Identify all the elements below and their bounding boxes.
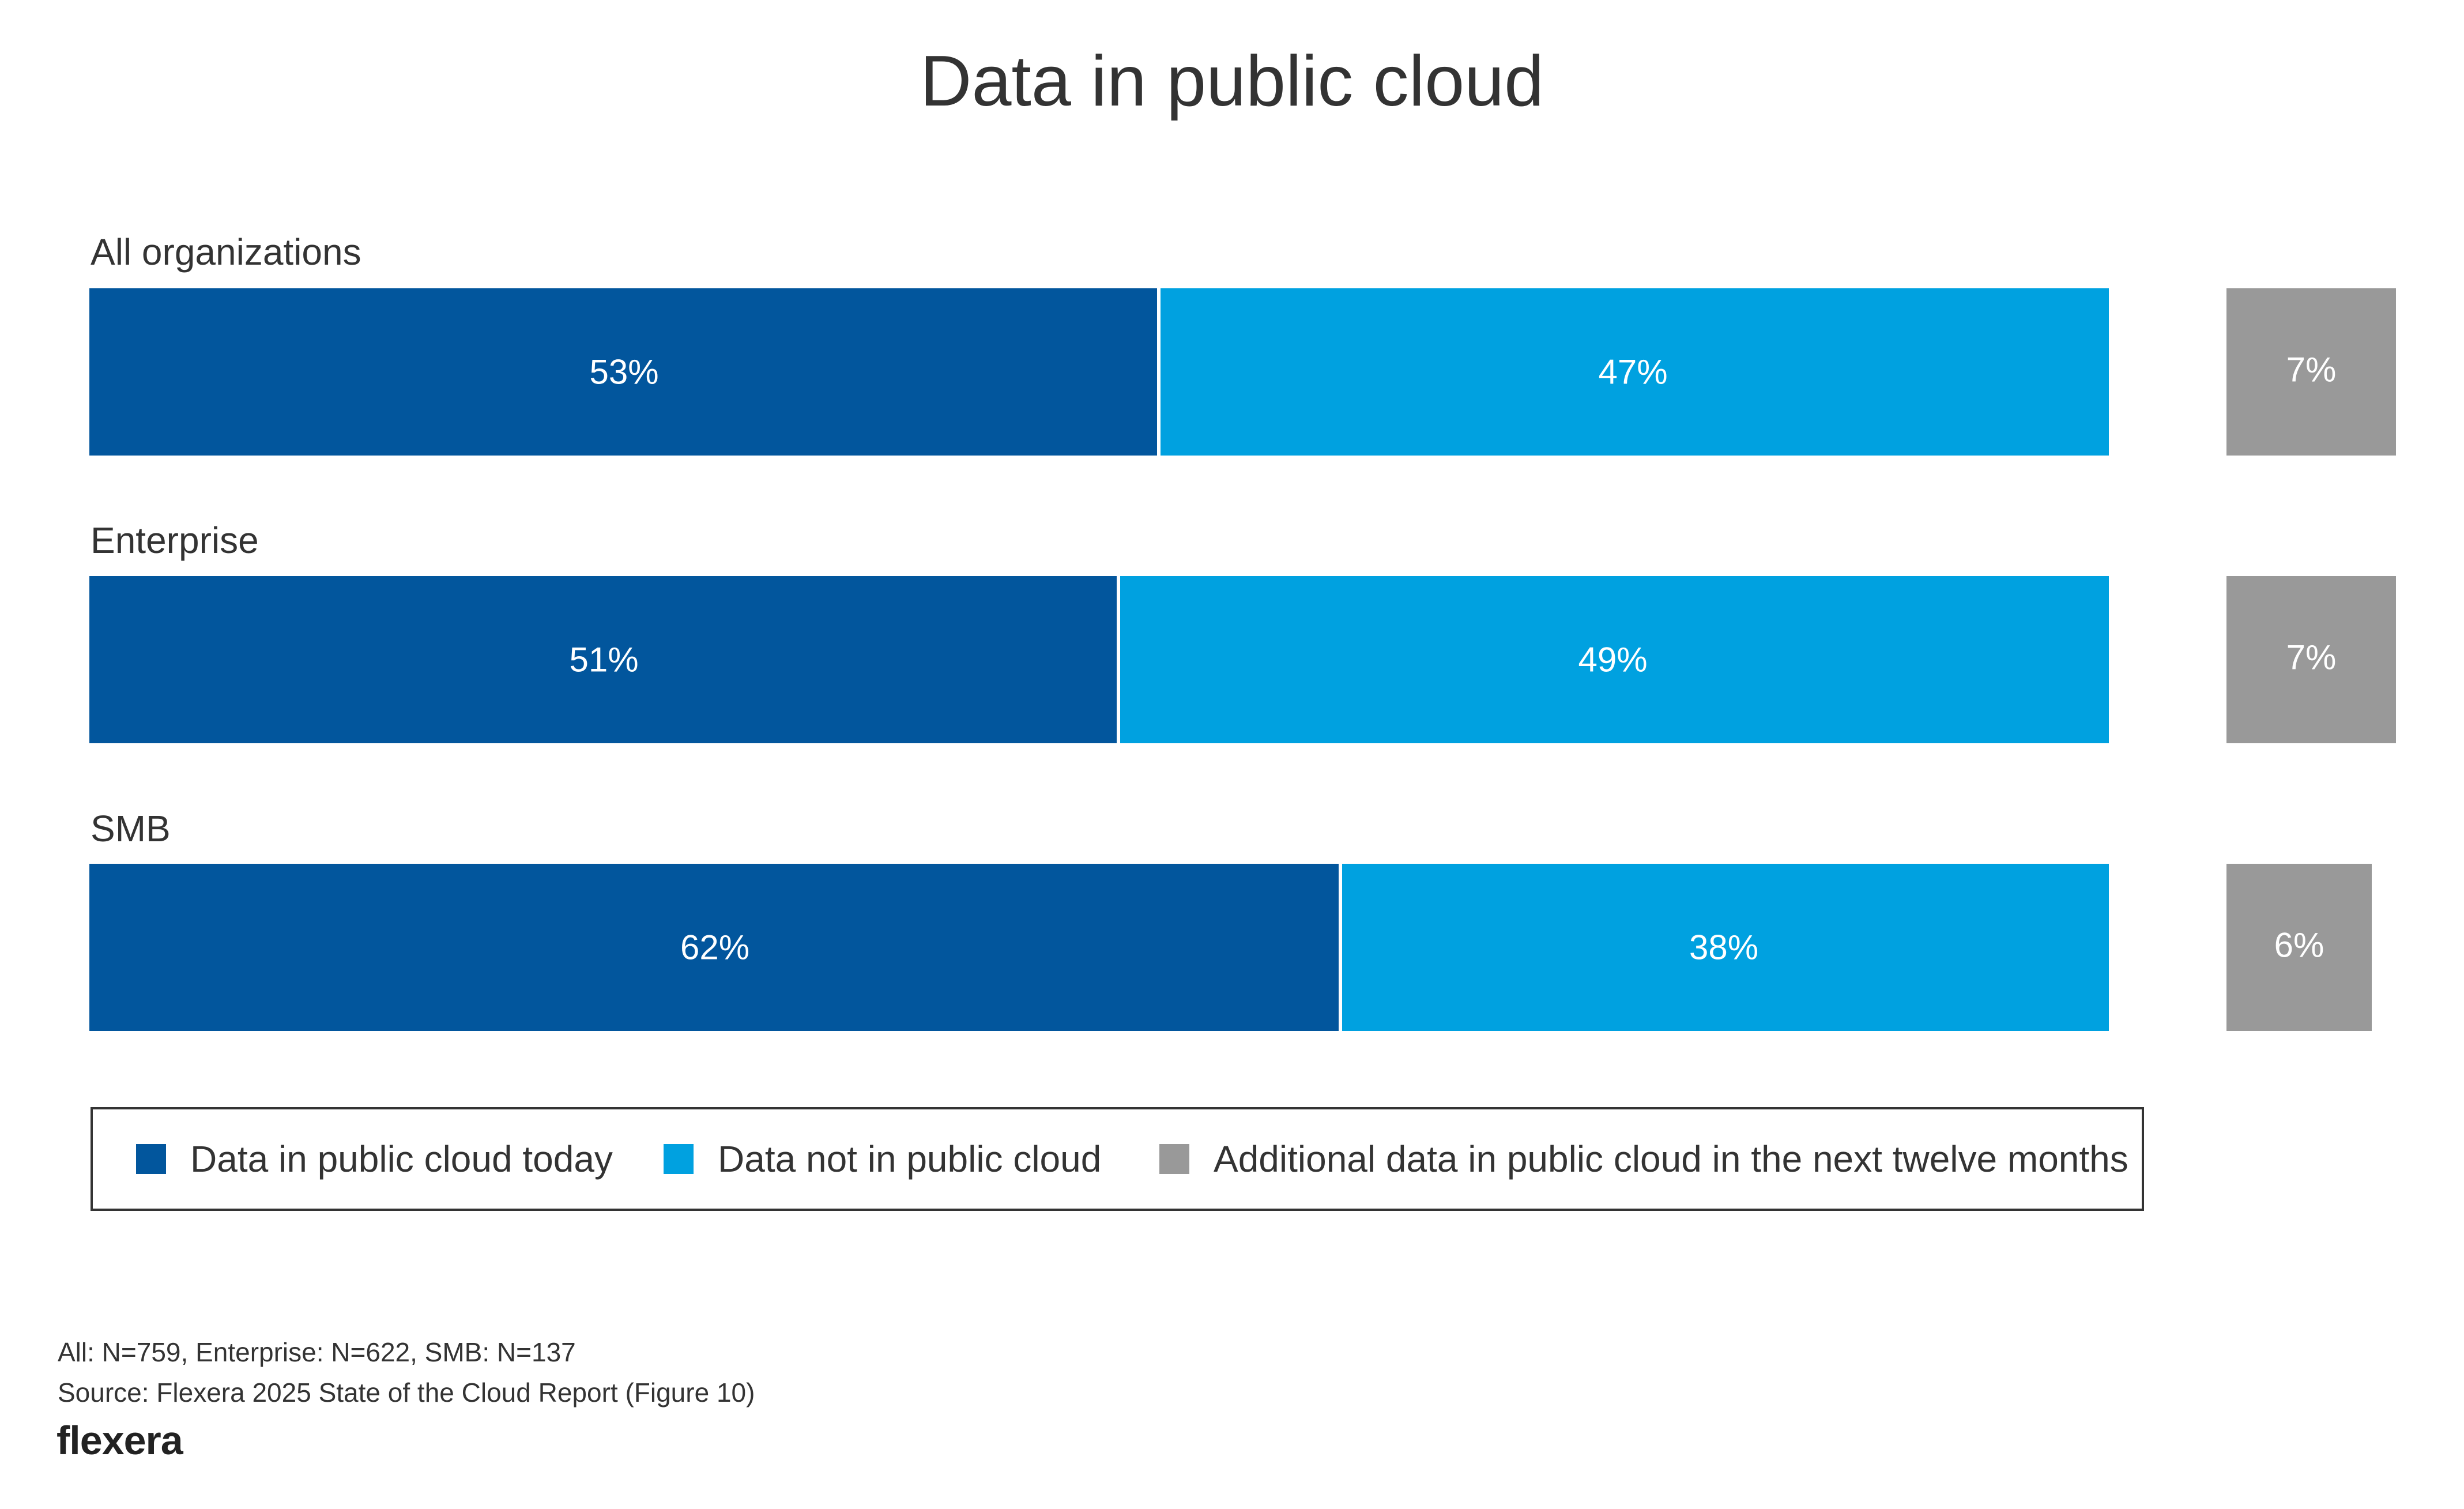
legend-swatch-additional [1159, 1144, 1189, 1174]
data-label-additional-all: 7% [2286, 351, 2337, 389]
bar-in-cloud-smb [89, 864, 1339, 1031]
legend-item-not-in-cloud: Data not in public cloud [664, 1109, 1101, 1209]
legend-label-not-in-cloud: Data not in public cloud [718, 1138, 1102, 1180]
data-label-not-in-cloud-enterprise: 49% [1578, 641, 1647, 679]
sample-size-note: All: N=759, Enterprise: N=622, SMB: N=13… [58, 1337, 576, 1367]
legend-label-additional: Additional data in public cloud in the n… [1214, 1138, 2128, 1180]
chart-title: Data in public cloud [920, 42, 1544, 121]
legend-label-in-cloud: Data in public cloud today [190, 1138, 613, 1180]
source-note: Source: Flexera 2025 State of the Cloud … [58, 1378, 755, 1408]
legend: Data in public cloud today Data not in p… [91, 1107, 2144, 1211]
bar-additional-all [2226, 288, 2396, 456]
legend-item-in-cloud: Data in public cloud today [136, 1109, 613, 1209]
category-label-smb: SMB [91, 808, 171, 849]
bar-in-cloud-enterprise [89, 576, 1117, 743]
bar-in-cloud-all [89, 288, 1157, 456]
bar-not-in-cloud-enterprise [1120, 576, 2109, 743]
data-label-additional-smb: 6% [2274, 926, 2324, 965]
legend-swatch-in-cloud [136, 1144, 166, 1174]
bar-not-in-cloud-all [1161, 288, 2109, 456]
category-label-enterprise: Enterprise [91, 520, 259, 561]
data-label-in-cloud-smb: 62% [680, 928, 749, 967]
flexera-logo: flexera [56, 1418, 183, 1463]
data-label-in-cloud-all: 53% [589, 353, 658, 392]
bar-additional-enterprise [2226, 576, 2396, 743]
data-label-not-in-cloud-all: 47% [1598, 353, 1667, 392]
legend-swatch-not-in-cloud [664, 1144, 694, 1174]
data-label-not-in-cloud-smb: 38% [1689, 928, 1758, 967]
bar-additional-smb [2226, 864, 2372, 1031]
data-label-additional-enterprise: 7% [2286, 638, 2337, 677]
category-label-all: All organizations [91, 231, 361, 273]
bar-not-in-cloud-smb [1342, 864, 2109, 1031]
data-label-in-cloud-enterprise: 51% [569, 641, 638, 679]
legend-item-additional: Additional data in public cloud in the n… [1159, 1109, 2128, 1209]
